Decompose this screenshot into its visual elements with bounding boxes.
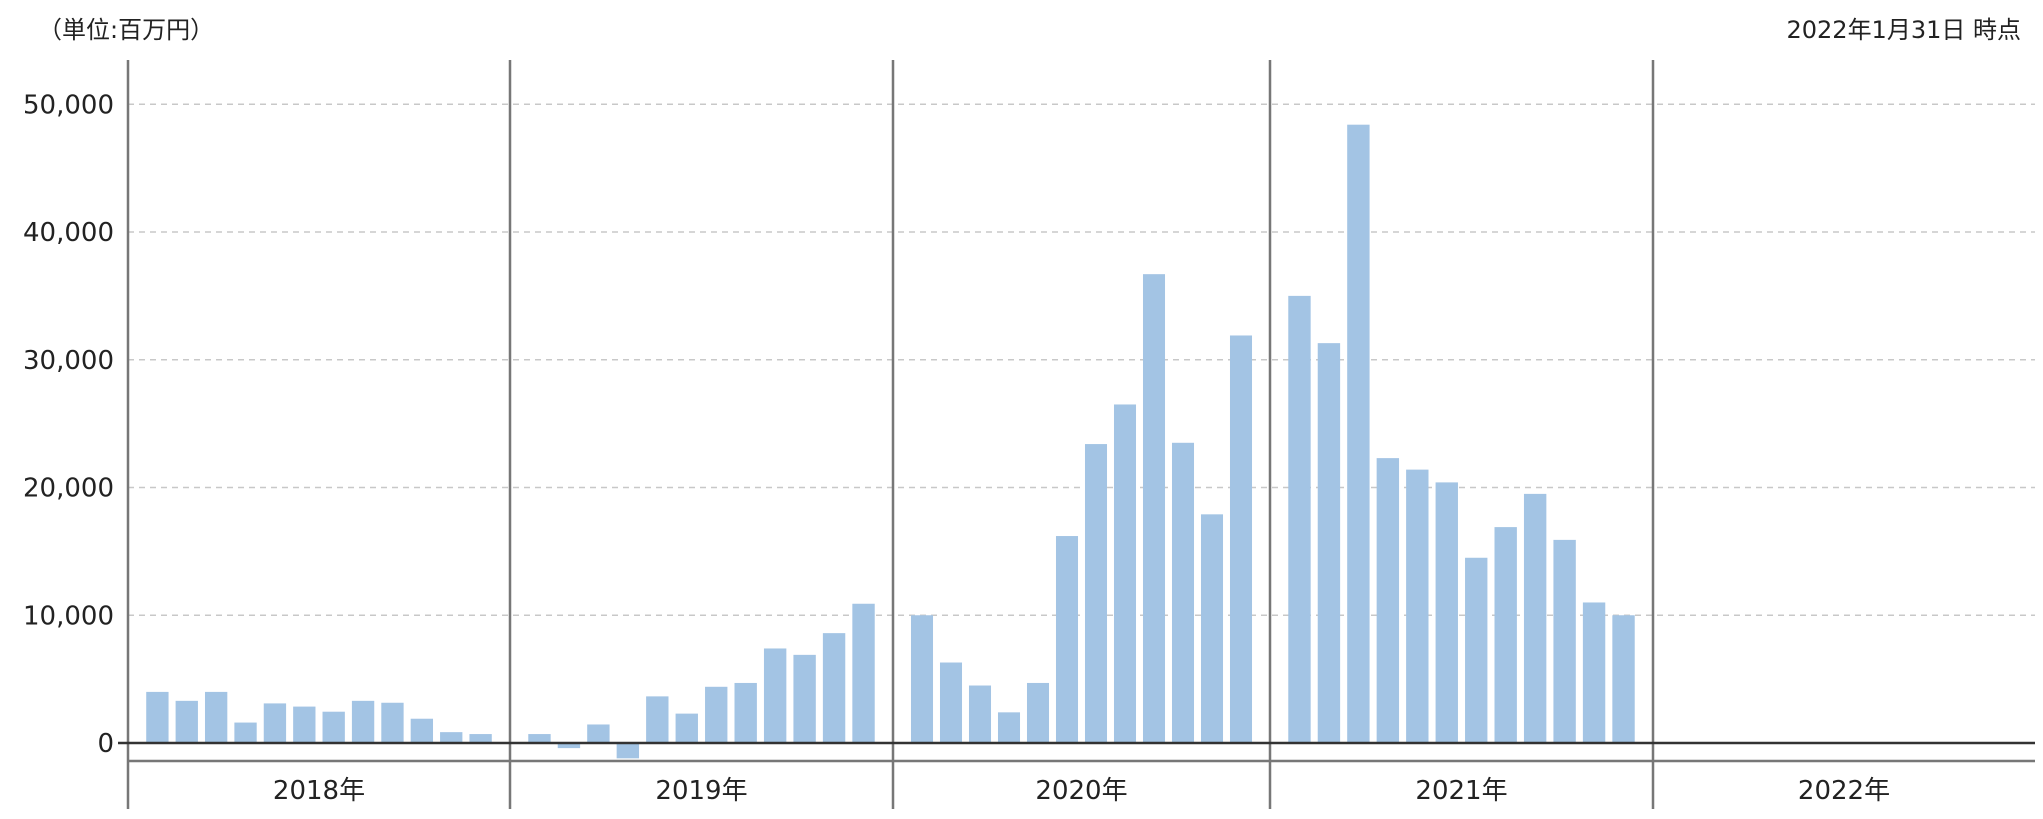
x-year-label: 2020年 xyxy=(1035,776,1127,806)
bar xyxy=(1406,469,1429,743)
bar xyxy=(1465,557,1488,743)
bar xyxy=(1347,124,1370,743)
bar xyxy=(646,696,669,743)
bar xyxy=(852,603,875,743)
y-tick-label: 30,000 xyxy=(23,346,114,376)
x-year-label: 2022年 xyxy=(1798,776,1890,806)
bar xyxy=(293,706,316,743)
bar-series xyxy=(146,124,1635,759)
axes xyxy=(118,60,2035,809)
bar xyxy=(968,685,992,743)
bar xyxy=(1171,442,1195,743)
bar xyxy=(204,691,228,743)
x-axis-year-labels: 2018年 2019年 2020年 2021年 2022年 xyxy=(273,776,1890,806)
bar xyxy=(939,662,963,743)
as-of-label: 2022年1月31日 時点 xyxy=(1786,16,2021,44)
bar xyxy=(528,734,551,743)
unit-label: （単位:百万円） xyxy=(38,16,215,44)
y-tick-label: 20,000 xyxy=(23,474,114,504)
y-tick-label: 40,000 xyxy=(23,218,114,248)
bar xyxy=(410,718,434,743)
bar xyxy=(1229,335,1253,743)
bar xyxy=(1113,404,1137,743)
bar xyxy=(1582,602,1606,743)
y-tick-label: 10,000 xyxy=(23,601,114,631)
bar xyxy=(675,713,698,743)
bar xyxy=(146,691,169,743)
bar xyxy=(793,654,816,743)
bar xyxy=(1553,539,1576,743)
gridlines xyxy=(128,103,2035,616)
y-tick-label: 0 xyxy=(97,729,114,759)
x-year-label: 2018年 xyxy=(273,776,365,806)
bar xyxy=(1200,514,1224,743)
bar xyxy=(1084,444,1108,743)
bar xyxy=(1523,493,1547,743)
bar xyxy=(1055,536,1079,743)
bar xyxy=(1317,343,1341,743)
y-axis-tick-labels: 0 10,000 20,000 30,000 40,000 50,000 xyxy=(23,90,114,759)
bar xyxy=(381,702,404,743)
x-year-label: 2019年 xyxy=(655,776,747,806)
bar xyxy=(705,686,728,743)
bar xyxy=(1435,482,1458,743)
y-tick-label: 50,000 xyxy=(23,90,114,120)
bar xyxy=(1026,682,1050,743)
bar xyxy=(351,700,375,743)
bar xyxy=(763,648,787,743)
bar xyxy=(557,743,581,749)
bar xyxy=(440,732,463,743)
bar xyxy=(322,711,345,743)
bar xyxy=(734,682,757,743)
bar xyxy=(910,615,934,743)
bar xyxy=(175,700,198,743)
bar xyxy=(616,743,640,759)
bar xyxy=(822,633,846,743)
bar xyxy=(587,724,610,743)
bar xyxy=(997,712,1021,743)
bar xyxy=(1376,458,1400,743)
bar xyxy=(1612,615,1635,743)
x-year-label: 2021年 xyxy=(1415,776,1507,806)
bar xyxy=(469,734,492,743)
bar xyxy=(1288,295,1311,743)
bar xyxy=(263,703,287,743)
bar xyxy=(234,722,257,743)
bar xyxy=(1494,527,1517,743)
bar xyxy=(1142,274,1166,743)
